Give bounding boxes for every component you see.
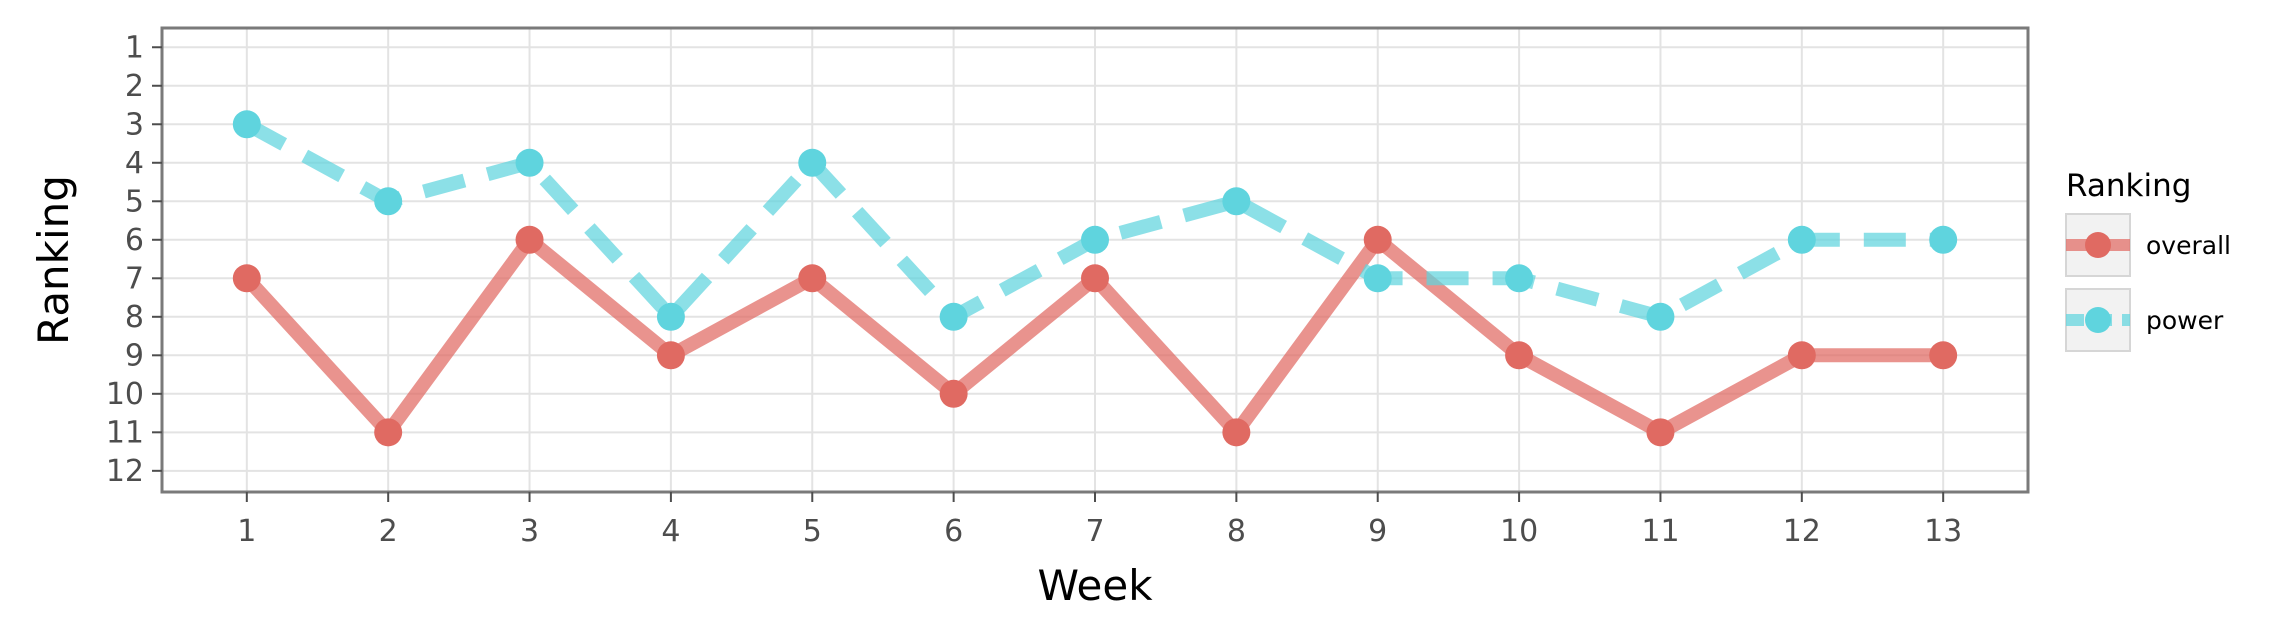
- x-axis-tick-label: 13: [1924, 514, 1962, 549]
- x-axis-tick-label: 11: [1641, 514, 1679, 549]
- data-point-power: [1363, 264, 1392, 293]
- y-axis-tick-label: 1: [125, 30, 144, 65]
- data-point-overall: [1787, 341, 1816, 370]
- x-axis-tick-label: 6: [944, 514, 963, 549]
- y-axis-tick-label: 11: [106, 415, 144, 450]
- x-axis-tick-label: 8: [1227, 514, 1246, 549]
- x-axis-tick-label: 3: [520, 514, 539, 549]
- y-axis-tick-label: 12: [106, 454, 144, 489]
- x-axis-tick-label: 7: [1085, 514, 1104, 549]
- y-axis-tick-label: 4: [125, 146, 144, 181]
- y-axis-tick-label: 2: [125, 69, 144, 104]
- y-axis-tick-label: 7: [125, 261, 144, 296]
- legend-label-overall: overall: [2146, 231, 2231, 260]
- data-point-overall: [1081, 264, 1109, 293]
- x-axis-tick-label: 9: [1368, 514, 1387, 549]
- data-point-overall: [374, 418, 403, 447]
- x-axis-tick-label: 10: [1500, 514, 1538, 549]
- y-axis-tick-label: 6: [125, 223, 144, 258]
- data-point-power: [374, 187, 403, 216]
- data-point-overall: [1505, 341, 1534, 370]
- data-point-overall: [656, 341, 685, 370]
- data-point-overall: [1929, 341, 1958, 370]
- data-point-power: [1081, 225, 1109, 254]
- data-point-overall: [1222, 418, 1251, 447]
- data-point-overall: [939, 379, 968, 408]
- legend-key-marker-overall: [2085, 232, 2111, 258]
- data-point-power: [798, 148, 827, 177]
- y-axis-tick-label: 8: [125, 300, 144, 335]
- x-axis-tick-label: 1: [237, 514, 256, 549]
- data-point-power: [656, 302, 685, 331]
- y-axis-tick-label: 10: [106, 377, 144, 412]
- y-axis-tick-label: 3: [125, 107, 144, 142]
- legend-title: Ranking: [2066, 168, 2191, 204]
- y-axis-tick-label: 5: [125, 184, 144, 219]
- legend-label-power: power: [2146, 306, 2224, 335]
- x-axis-tick-label: 4: [661, 514, 680, 549]
- x-axis-tick-label: 12: [1783, 514, 1821, 549]
- data-point-overall: [1363, 225, 1392, 254]
- data-point-power: [939, 302, 968, 331]
- data-point-power: [1929, 225, 1958, 254]
- y-axis-title: Ranking: [29, 175, 78, 345]
- data-point-power: [1505, 264, 1534, 293]
- data-point-power: [1787, 225, 1816, 254]
- x-axis-title: Week: [1037, 561, 1153, 610]
- data-point-overall: [232, 264, 261, 293]
- data-point-power: [232, 110, 261, 139]
- data-point-overall: [1646, 418, 1675, 447]
- data-point-overall: [798, 264, 827, 293]
- x-axis-tick-label: 2: [379, 514, 398, 549]
- data-point-power: [515, 148, 544, 177]
- data-point-power: [1646, 302, 1675, 331]
- y-axis-tick-label: 9: [125, 338, 144, 373]
- x-axis-tick-label: 5: [803, 514, 822, 549]
- data-point-overall: [515, 225, 544, 254]
- legend-key-marker-power: [2085, 307, 2111, 333]
- data-point-power: [1222, 187, 1251, 216]
